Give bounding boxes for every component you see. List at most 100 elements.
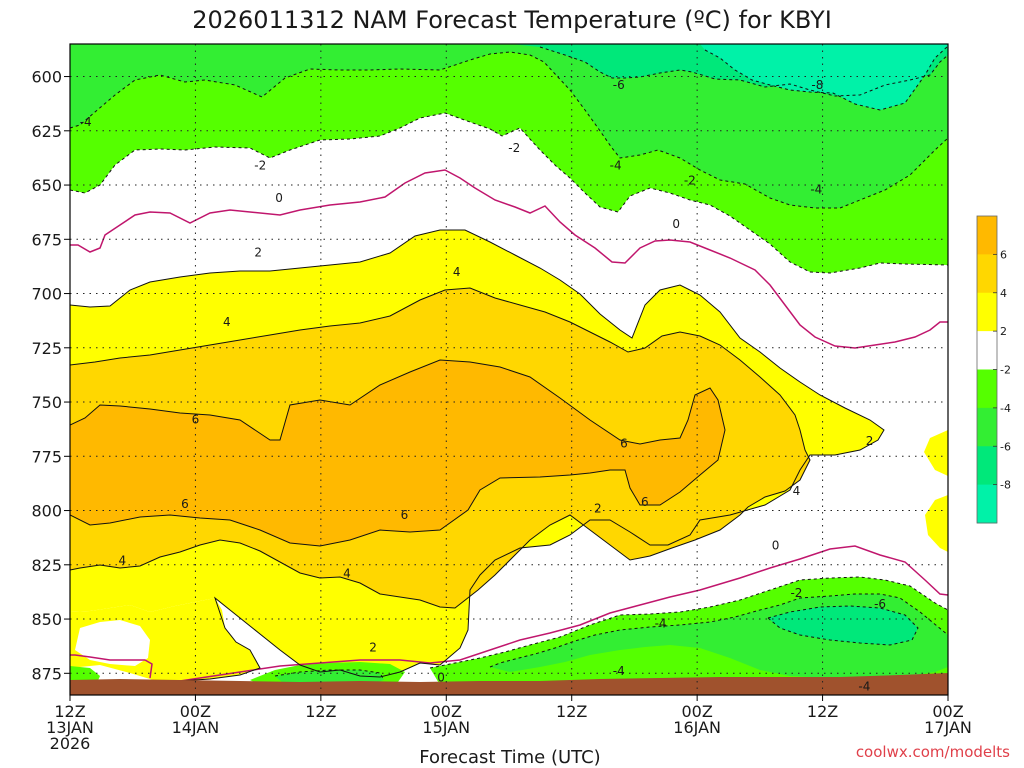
contour-label: -4 [610, 159, 622, 173]
contour-line-minus2-upper [70, 112, 948, 274]
contour-label: 0 [275, 191, 283, 205]
contour-line-minus6-upper [539, 46, 948, 97]
contour-label: 4 [223, 315, 231, 329]
contour-label-text: 6 [620, 436, 628, 450]
y-tick-label: 700 [31, 285, 62, 304]
contour-label: -8 [811, 78, 823, 92]
region-above-4 [70, 360, 725, 546]
y-tick-label: 750 [31, 393, 62, 412]
contour-label: -6 [613, 78, 625, 92]
contour-label-text: 0 [437, 671, 445, 685]
contour-label: 2 [866, 434, 874, 448]
x-tick-label: 12Z [54, 702, 85, 721]
contour-label-text: 4 [793, 484, 801, 498]
contour-label-text: 4 [343, 566, 351, 580]
x-tick-label: 00Z [932, 702, 963, 721]
x-tick-label: 12Z [556, 702, 587, 721]
contour-label-text: -4 [858, 679, 870, 693]
y-tick-label: 625 [31, 122, 62, 141]
contour-label-text: -8 [811, 78, 823, 92]
y-tick-label: 775 [31, 447, 62, 466]
contour-line-0-ground [159, 545, 948, 685]
contour-line-minus8-upper [704, 45, 948, 111]
region-above-0-east [924, 430, 948, 476]
contour-label: -2 [254, 159, 266, 173]
contour-label-text: 6 [192, 412, 200, 426]
contour-labels: -4 -2 0 2 4 6 6 4 4 6 2 0 4 -2 -6 -4 -2 0 -8 -4 6 6 2 4 2 0 -2 -6 -4… [80, 78, 886, 693]
contour-line-6 [70, 359, 726, 547]
contour-line-4 [70, 287, 811, 609]
x-axis-label: Forecast Time (UTC) [419, 747, 600, 768]
x-tick-label: 14JAN [172, 718, 220, 737]
contour-label: 0 [437, 671, 445, 685]
contour-label-text: 2 [369, 640, 377, 654]
y-tick-label: 725 [31, 339, 62, 358]
contour-label: -2 [508, 141, 520, 155]
contour-label: -4 [858, 679, 870, 693]
contour-label: -4 [810, 182, 822, 196]
colorbar-band [977, 407, 997, 447]
grid-lines [70, 44, 948, 695]
y-axis: 600 625 650 675 700 725 750 775 800 825 850 875 [31, 68, 70, 683]
x-tick-label: 00Z [681, 702, 712, 721]
x-tick-label: 13JAN [46, 718, 94, 737]
contour-label-text: -6 [613, 78, 625, 92]
contour-label: -2 [790, 586, 802, 600]
y-tick-label: 675 [31, 230, 62, 249]
contour-label: -6 [874, 597, 886, 611]
colorbar-band [977, 216, 997, 255]
contour-label: 4 [453, 265, 461, 279]
contour-line-minus6-lower [766, 605, 919, 646]
colorbar-label: -6 [1000, 440, 1011, 453]
contour-label: 6 [620, 436, 628, 450]
region-below-minus6-lower [768, 606, 918, 645]
contour-label: 6 [641, 495, 649, 509]
plot-frame [69, 43, 949, 696]
contour-label-text: -2 [684, 174, 696, 188]
y-tick-label: 825 [31, 556, 62, 575]
contour-label-text: 0 [275, 191, 283, 205]
contour-label: 4 [118, 553, 126, 567]
colorbar-band [977, 484, 997, 524]
contour-label: 0 [772, 538, 780, 552]
y-tick-label: 600 [31, 68, 62, 87]
contour-label-text: 6 [401, 508, 409, 522]
temperature-field [70, 44, 948, 695]
contour-label-text: -4 [613, 664, 625, 678]
contour-label: 0 [672, 217, 680, 231]
y-tick-label: 650 [31, 176, 62, 195]
contour-label: -4 [613, 664, 625, 678]
colorbar-band [977, 446, 997, 486]
x-tick-label: 12Z [305, 702, 336, 721]
contour-label: 6 [181, 497, 189, 511]
contour-label: -4 [80, 115, 92, 129]
region-below-0-pocket [75, 620, 150, 666]
colorbar-band [977, 292, 997, 332]
contour-label-text: 4 [223, 315, 231, 329]
y-tick-label: 800 [31, 502, 62, 521]
credit-text: coolwx.com/modelts [856, 743, 1010, 761]
y-tick-label: 850 [31, 610, 62, 629]
contour-label-text: 6 [641, 495, 649, 509]
contour-label: 6 [401, 508, 409, 522]
x-tick-label: 15JAN [422, 718, 470, 737]
contour-label: -2 [684, 174, 696, 188]
colorbar-label: 4 [1000, 287, 1007, 300]
contour-line-minus4-lower [489, 593, 948, 668]
contour-line-minus4-upper [70, 51, 948, 209]
y-tick-label: 875 [31, 664, 62, 683]
contour-label-text: -2 [508, 141, 520, 155]
colorbar-label: 2 [1000, 325, 1007, 338]
contour-line-minus2-lower [429, 576, 948, 669]
contour-label-text: 6 [181, 497, 189, 511]
contour-label-text: -4 [610, 159, 622, 173]
colorbar-band [977, 254, 997, 294]
contour-label-text: 4 [118, 553, 126, 567]
x-tick-label: 16JAN [673, 718, 721, 737]
colorbar: 6 4 2 -2 -4 -6 -8 [976, 215, 1011, 524]
chart-title: 2026011312 NAM Forecast Temperature (ºC)… [192, 6, 832, 34]
contour-label-text: -4 [810, 182, 822, 196]
x-tick-label: 00Z [180, 702, 211, 721]
contour-label-text: -2 [254, 159, 266, 173]
